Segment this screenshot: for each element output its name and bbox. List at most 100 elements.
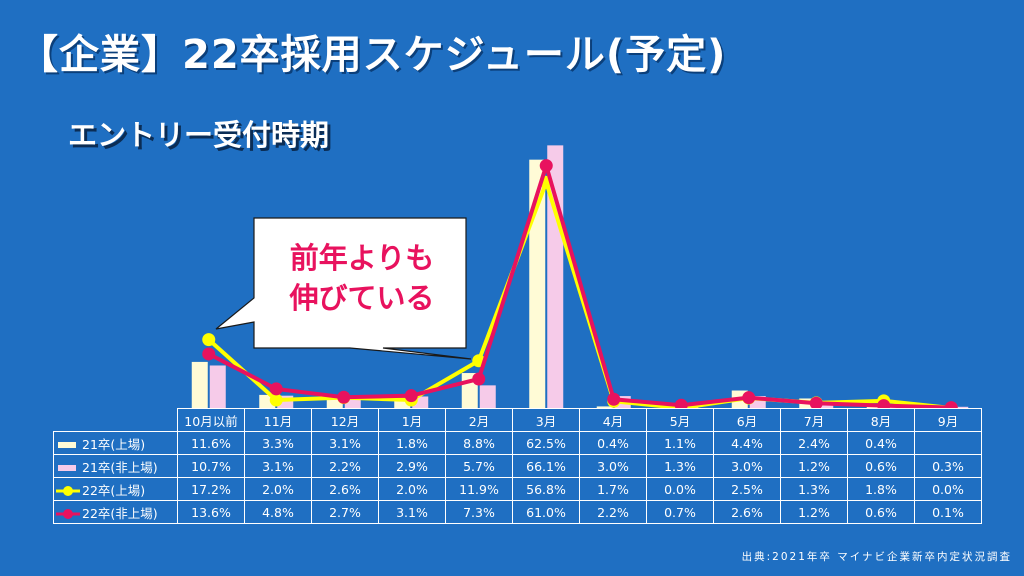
tick-label-4: 2月 bbox=[445, 408, 513, 432]
tick-label-11: 9月 bbox=[914, 408, 982, 432]
tick-label-9: 7月 bbox=[780, 408, 848, 432]
data-label-s3-7: 0.7% bbox=[646, 500, 714, 524]
data-label-s1-5: 66.1% bbox=[512, 454, 580, 478]
point-s3-4 bbox=[472, 372, 486, 386]
data-label-s2-8: 2.5% bbox=[713, 477, 781, 501]
data-label-s0-1: 3.3% bbox=[244, 431, 312, 455]
data-label-s2-7: 0.0% bbox=[646, 477, 714, 501]
data-label-s2-2: 2.6% bbox=[311, 477, 379, 501]
tick-label-0: 10月以前 bbox=[177, 408, 245, 432]
bar-s1-0 bbox=[209, 365, 226, 408]
point-s3-5 bbox=[539, 159, 553, 173]
point-s3-8 bbox=[742, 391, 756, 405]
data-label-s1-9: 1.2% bbox=[780, 454, 848, 478]
legend-label-1: 21卒(非上場) bbox=[82, 459, 158, 475]
bar-s1-2 bbox=[344, 399, 361, 408]
data-label-s2-9: 1.3% bbox=[780, 477, 848, 501]
data-label-s1-8: 3.0% bbox=[713, 454, 781, 478]
data-label-s3-10: 0.6% bbox=[847, 500, 915, 524]
data-label-s3-5: 61.0% bbox=[512, 500, 580, 524]
bar-s1-4 bbox=[479, 385, 496, 408]
data-label-s1-7: 1.3% bbox=[646, 454, 714, 478]
tick-label-5: 3月 bbox=[512, 408, 580, 432]
data-label-s1-0: 10.7% bbox=[177, 454, 245, 478]
legend-swatch-3 bbox=[56, 509, 80, 519]
data-label-s2-11: 0.0% bbox=[914, 477, 982, 501]
point-s3-0 bbox=[202, 347, 216, 361]
data-label-s3-6: 2.2% bbox=[579, 500, 647, 524]
legend-label-3: 22卒(非上場) bbox=[82, 505, 158, 521]
table-row: 21卒(非上場) 10.7% 3.1% 2.2% 2.9% 5.7% 66.1% 3.0% 1.… bbox=[53, 454, 982, 478]
data-label-s2-4: 11.9% bbox=[445, 477, 513, 501]
lines-layer bbox=[202, 159, 958, 415]
data-label-s0-6: 0.4% bbox=[579, 431, 647, 455]
data-label-s0-4: 8.8% bbox=[445, 431, 513, 455]
data-label-s2-1: 2.0% bbox=[244, 477, 312, 501]
tick-label-1: 11月 bbox=[244, 408, 312, 432]
series-line-3 bbox=[207, 163, 952, 410]
data-label-s3-2: 2.7% bbox=[311, 500, 379, 524]
tick-label-10: 8月 bbox=[847, 408, 915, 432]
bar-s1-11 bbox=[952, 406, 969, 408]
callout-line-1: 前年よりも bbox=[289, 241, 435, 275]
data-label-s0-5: 62.5% bbox=[512, 431, 580, 455]
legend-label-0: 21卒(上場) bbox=[82, 436, 146, 452]
bar-s0-6 bbox=[596, 406, 613, 408]
data-label-s0-11 bbox=[914, 431, 982, 455]
legend-swatch-1 bbox=[58, 465, 76, 471]
data-label-s3-11: 0.1% bbox=[914, 500, 982, 524]
table-corner bbox=[53, 408, 178, 432]
chart-subtitle: エントリー受付時期 bbox=[68, 118, 330, 152]
data-label-s2-5: 56.8% bbox=[512, 477, 580, 501]
tick-label-3: 1月 bbox=[378, 408, 446, 432]
data-label-s3-4: 7.3% bbox=[445, 500, 513, 524]
data-label-s3-1: 4.8% bbox=[244, 500, 312, 524]
point-s3-2 bbox=[337, 390, 351, 404]
legend-swatch-2 bbox=[56, 486, 80, 496]
table-row: 22卒(非上場) 13.6% 4.8% 2.7% 3.1% 7.3% 61.0% 2.2% 0.… bbox=[53, 500, 982, 524]
source-note: 出典:2021年卒 マイナビ企業新卒内定状況調査 bbox=[741, 551, 1012, 563]
data-label-s0-3: 1.8% bbox=[378, 431, 446, 455]
bar-s1-8 bbox=[749, 396, 766, 408]
data-label-s3-3: 3.1% bbox=[378, 500, 446, 524]
point-s3-1 bbox=[269, 382, 283, 396]
point-s2-0 bbox=[202, 333, 216, 347]
bar-s1-9 bbox=[817, 403, 834, 408]
tick-label-2: 12月 bbox=[311, 408, 379, 432]
data-table: 10月以前 11月 12月 1月 2月 3月 4月 5月 6月 7月 8月 9月 21卒(上場) 11.… bbox=[53, 408, 982, 524]
data-label-s1-10: 0.6% bbox=[847, 454, 915, 478]
point-s2-1 bbox=[269, 393, 283, 407]
callout-bubble-layer bbox=[215, 217, 472, 360]
point-s3-6 bbox=[607, 392, 621, 406]
data-label-s0-10: 0.4% bbox=[847, 431, 915, 455]
callout-bubble bbox=[215, 217, 472, 360]
data-label-s3-0: 13.6% bbox=[177, 500, 245, 524]
legend-entry-1: 21卒(非上場) bbox=[53, 454, 178, 478]
tick-label-6: 4月 bbox=[579, 408, 647, 432]
data-label-s1-11: 0.3% bbox=[914, 454, 982, 478]
bar-s0-0 bbox=[191, 361, 208, 408]
data-label-s0-0: 11.6% bbox=[177, 431, 245, 455]
tick-label-7: 5月 bbox=[646, 408, 714, 432]
data-label-s2-3: 2.0% bbox=[378, 477, 446, 501]
legend-entry-0: 21卒(上場) bbox=[53, 431, 178, 455]
table-row: 22卒(上場) 17.2% 2.0% 2.6% 2.0% 11.9% 56.8% 1.7% 0.… bbox=[53, 477, 982, 501]
point-s3-9 bbox=[809, 396, 823, 410]
data-label-s0-7: 1.1% bbox=[646, 431, 714, 455]
legend-entry-3: 22卒(非上場) bbox=[53, 500, 178, 524]
slide-title: 【企業】22卒採用スケジュール(予定) bbox=[18, 32, 727, 78]
data-label-s3-9: 1.2% bbox=[780, 500, 848, 524]
callout-line-2: 伸びている bbox=[289, 281, 435, 315]
data-label-s1-3: 2.9% bbox=[378, 454, 446, 478]
data-label-s0-9: 2.4% bbox=[780, 431, 848, 455]
bar-s1-3 bbox=[412, 396, 429, 408]
data-label-s0-2: 3.1% bbox=[311, 431, 379, 455]
data-label-s2-10: 1.8% bbox=[847, 477, 915, 501]
point-s3-3 bbox=[404, 389, 418, 403]
data-label-s1-2: 2.2% bbox=[311, 454, 379, 478]
table-row: 21卒(上場) 11.6% 3.3% 3.1% 1.8% 8.8% 62.5% 0.4% 1.1… bbox=[53, 431, 982, 455]
data-label-s1-6: 3.0% bbox=[579, 454, 647, 478]
data-label-s1-1: 3.1% bbox=[244, 454, 312, 478]
data-label-s2-0: 17.2% bbox=[177, 477, 245, 501]
